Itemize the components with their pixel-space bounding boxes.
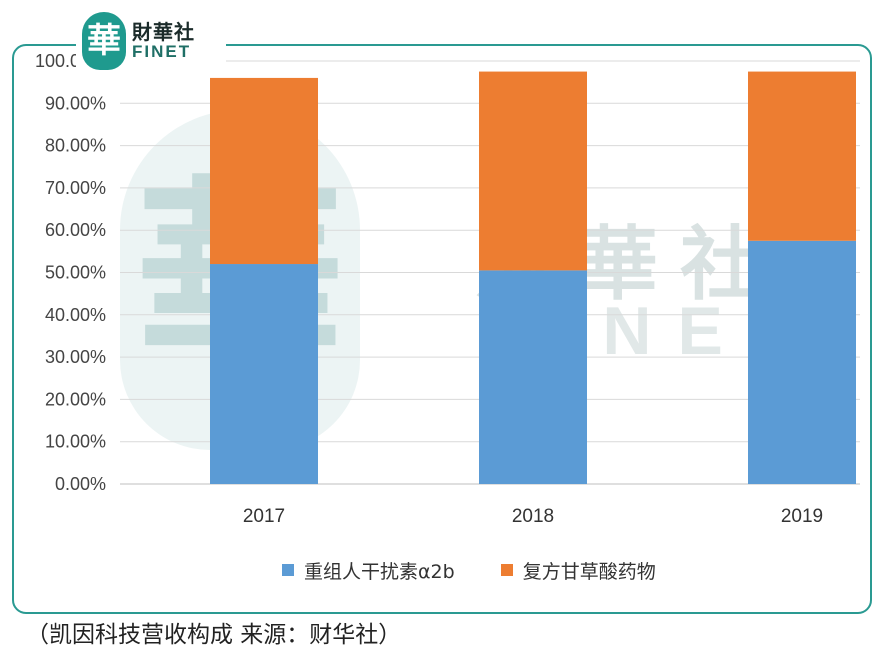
y-tick-label: 20.00%: [45, 389, 106, 409]
x-category-label: 2017: [243, 506, 285, 527]
legend-item-series2: 复方甘草酸药物: [500, 557, 656, 584]
bar-2017-series2: [210, 77, 318, 265]
bar-2018-series1: [479, 270, 587, 484]
y-tick-label: 0.00%: [55, 474, 106, 494]
x-category-label: 2018: [512, 506, 554, 527]
bars: [210, 71, 856, 484]
x-category-label: 2019: [781, 506, 823, 527]
y-tick-label: 30.00%: [45, 347, 106, 367]
source-caption: （凯因科技营收构成 来源：财华社）: [26, 622, 402, 648]
legend-label-series1: 重组人干扰素α2b: [304, 560, 455, 583]
y-tick-label: 40.00%: [45, 305, 106, 325]
finet-logo: 華 財華社 FINET: [76, 8, 226, 72]
bar-2019-series2: [748, 71, 856, 241]
x-axis-categories: 2017 2018 2019: [243, 506, 823, 527]
logo-name-cn: 財華社: [132, 20, 195, 44]
y-tick-label: 90.00%: [45, 93, 106, 113]
y-axis-ticks: 0.00% 10.00% 20.00% 30.00% 40.00% 50.00% 60.00…: [35, 51, 106, 494]
logo-seal-icon: 華: [82, 12, 126, 70]
y-tick-label: 70.00%: [45, 178, 106, 198]
bar-2019-series1: [748, 240, 856, 484]
y-tick-label: 10.00%: [45, 432, 106, 452]
legend-label-series2: 复方甘草酸药物: [522, 560, 656, 583]
y-tick-label: 50.00%: [45, 263, 106, 283]
bar-2018-series2: [479, 71, 587, 271]
y-tick-label: 80.00%: [45, 136, 106, 156]
legend-swatch-series1: [282, 564, 294, 576]
logo-name-en: FINET: [132, 42, 192, 61]
y-tick-label: 60.00%: [45, 220, 106, 240]
bar-2017-series1: [210, 264, 318, 484]
chart-frame: [12, 44, 872, 614]
legend-swatch-series2: [500, 564, 513, 576]
legend-item-series1: 重组人干扰素α2b: [282, 557, 455, 584]
chart-legend: 重组人干扰素α2b 复方甘草酸药物: [282, 556, 656, 584]
